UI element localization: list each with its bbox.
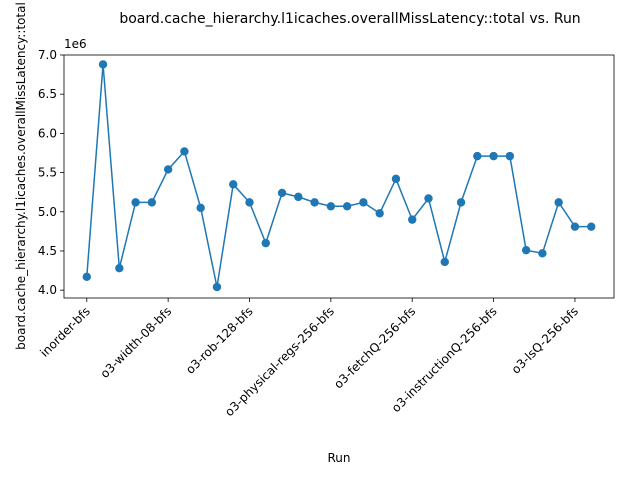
data-point xyxy=(229,180,238,189)
data-point xyxy=(587,222,596,231)
data-point xyxy=(131,198,140,207)
data-point xyxy=(538,249,547,258)
y-tick-label: 4.5 xyxy=(38,244,57,258)
x-tick-label: o3-fetchQ-256-bfs xyxy=(331,304,418,391)
x-tick-label: o3-rob-128-bfs xyxy=(183,304,256,377)
y-axis-title: board.cache_hierarchy.l1icaches.overallM… xyxy=(14,2,28,350)
data-point xyxy=(82,272,91,282)
data-point xyxy=(375,209,384,218)
chart-title: board.cache_hierarchy.l1icaches.overallM… xyxy=(119,11,580,27)
x-tick-label: o3-lsQ-256-bfs xyxy=(509,304,581,376)
plot-frame xyxy=(63,54,615,299)
y-tick-label: 4.0 xyxy=(38,283,57,297)
y-tick-label: 6.5 xyxy=(38,87,57,101)
x-axis: inorder-bfs o3-width-08-bfs o3-rob-128-bfs… xyxy=(37,298,581,419)
y-axis: 4.0 4.5 5.0 5.5 6.0 6.5 7.0 xyxy=(38,48,64,297)
y-tick-label: 6.0 xyxy=(38,126,57,140)
y-tick-label: 5.0 xyxy=(38,205,57,219)
data-point xyxy=(554,198,563,207)
data-markers xyxy=(82,60,596,292)
y-tick-label: 7.0 xyxy=(38,48,57,62)
data-point xyxy=(98,60,108,69)
data-point xyxy=(408,215,417,224)
data-point xyxy=(277,188,287,198)
data-point xyxy=(147,198,157,207)
y-scale-label: 1e6 xyxy=(64,37,87,51)
x-tick-label: inorder-bfs xyxy=(37,304,93,360)
data-point xyxy=(212,282,222,292)
data-point xyxy=(196,203,205,213)
data-point xyxy=(505,151,515,161)
data-point xyxy=(521,245,531,255)
x-axis-title: Run xyxy=(327,451,350,465)
data-point xyxy=(261,238,270,248)
data-point xyxy=(359,198,368,207)
data-point xyxy=(391,174,401,184)
data-point xyxy=(163,165,173,174)
data-point xyxy=(245,198,254,207)
data-point xyxy=(294,192,303,202)
data-point xyxy=(180,147,189,156)
data-point xyxy=(424,194,433,203)
y-tick-label: 5.5 xyxy=(38,166,57,180)
plot-area xyxy=(64,55,614,298)
data-point xyxy=(440,257,449,267)
x-tick-label: o3-width-08-bfs xyxy=(98,304,175,381)
data-point xyxy=(456,198,466,207)
data-point xyxy=(570,222,580,231)
data-point xyxy=(310,198,319,207)
data-point xyxy=(489,151,498,161)
data-point xyxy=(326,202,336,211)
data-point xyxy=(342,202,352,211)
data-point xyxy=(473,151,482,161)
data-point xyxy=(115,264,124,273)
